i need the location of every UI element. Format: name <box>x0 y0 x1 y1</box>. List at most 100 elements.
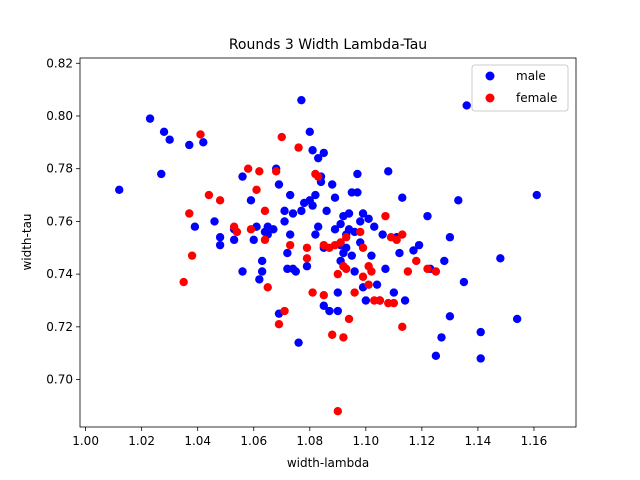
male-point <box>280 217 289 226</box>
female-point <box>319 291 328 300</box>
male-point <box>288 209 298 218</box>
male-point <box>325 306 334 316</box>
male-point <box>311 190 320 200</box>
female-point <box>344 314 354 324</box>
male-point <box>274 180 284 189</box>
y-tick-label: 0.80 <box>46 109 73 123</box>
male-point <box>294 338 303 347</box>
y-tick-label: 0.70 <box>46 373 73 387</box>
male-point <box>454 196 463 205</box>
female-point <box>412 256 421 266</box>
male-point <box>238 267 247 276</box>
male-point <box>389 288 399 297</box>
male-point <box>330 193 340 202</box>
x-axis-ticks: 1.00 1.02 1.04 1.06 1.08 1.10 1.12 1.14 1.16 <box>72 427 547 448</box>
y-tick-label: 0.72 <box>46 320 73 334</box>
male-point <box>353 188 362 197</box>
female-point <box>333 406 343 416</box>
female-point <box>308 288 317 297</box>
female-point <box>342 233 351 242</box>
female-point <box>302 243 312 252</box>
male-point <box>255 275 264 284</box>
y-tick-label: 0.78 <box>46 162 73 176</box>
male-point <box>437 333 446 342</box>
y-tick-label: 0.76 <box>46 214 73 228</box>
male-point <box>409 246 418 255</box>
male-point <box>308 201 317 210</box>
female-point <box>342 264 351 274</box>
male-point <box>185 140 194 150</box>
male-point <box>319 148 328 158</box>
male-point <box>400 296 410 305</box>
x-axis-label: width-lambda <box>287 456 369 470</box>
female-point <box>356 227 365 237</box>
male-point <box>285 190 295 200</box>
male-point <box>199 138 208 147</box>
male-point <box>313 222 323 231</box>
female-point <box>367 267 376 276</box>
female-point <box>179 277 188 287</box>
female-point <box>336 238 345 247</box>
male-point <box>159 127 169 136</box>
male-point <box>115 185 124 194</box>
male-point <box>364 214 373 223</box>
male-point <box>297 95 306 105</box>
legend-marker-female <box>485 93 495 103</box>
x-tick-label: 1.00 <box>72 434 99 448</box>
female-point <box>232 227 242 237</box>
male-point <box>361 296 371 305</box>
male-point <box>285 230 295 239</box>
female-point <box>255 167 264 176</box>
y-axis-ticks: 0.70 0.72 0.74 0.76 0.78 0.80 0.82 <box>46 56 80 387</box>
male-point <box>342 243 351 252</box>
female-point <box>398 230 407 239</box>
male-point <box>358 209 368 218</box>
x-tick-label: 1.02 <box>128 434 155 448</box>
chart-title: Rounds 3 Width Lambda-Tau <box>229 37 427 53</box>
male-point <box>344 209 354 218</box>
female-point <box>274 320 284 329</box>
female-point <box>333 269 343 279</box>
male-point <box>445 312 455 321</box>
plot-area <box>80 58 576 427</box>
female-point <box>204 190 214 200</box>
male-point <box>257 267 267 276</box>
x-tick-label: 1.12 <box>409 434 436 448</box>
male-point <box>333 306 343 316</box>
male-point <box>370 222 379 231</box>
female-point <box>389 298 399 308</box>
male-point <box>319 301 328 310</box>
female-point <box>398 322 407 332</box>
female-point <box>260 235 270 245</box>
female-point <box>423 264 432 274</box>
male-point <box>311 230 320 239</box>
male-point <box>367 251 376 260</box>
male-point <box>476 327 485 337</box>
male-point <box>313 153 323 163</box>
male-point <box>229 235 239 245</box>
male-point <box>305 127 314 136</box>
male-point <box>350 267 359 276</box>
male-point <box>328 180 337 189</box>
female-point <box>381 211 390 221</box>
male-point <box>423 211 432 221</box>
legend: male female <box>471 64 569 112</box>
male-point <box>257 256 267 266</box>
x-tick-label: 1.06 <box>240 434 267 448</box>
y-tick-label: 0.82 <box>46 56 73 70</box>
female-point <box>246 225 256 234</box>
legend-marker-male <box>485 71 495 81</box>
male-point <box>459 277 469 287</box>
male-point <box>246 196 256 205</box>
male-point <box>398 193 407 202</box>
female-point <box>339 333 348 342</box>
female-point <box>277 132 286 142</box>
x-tick-label: 1.14 <box>465 434 492 448</box>
male-point <box>532 190 541 200</box>
male-point <box>297 206 306 216</box>
female-point <box>294 143 303 152</box>
male-point <box>210 217 219 226</box>
male-point <box>431 351 441 361</box>
female-point <box>364 280 373 289</box>
female-point <box>271 167 281 176</box>
